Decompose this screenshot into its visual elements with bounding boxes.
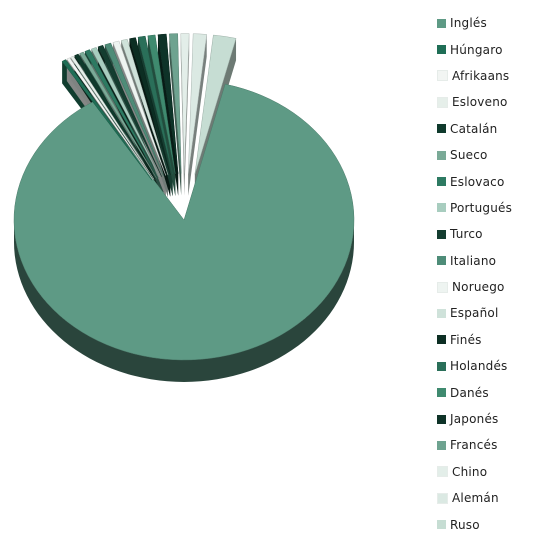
legend-swatch: [437, 520, 446, 530]
legend-label: Inglés: [450, 16, 487, 31]
legend-swatch: [437, 124, 446, 134]
legend-label: Turco: [450, 227, 483, 242]
legend-label: Danés: [450, 385, 489, 400]
pie-slice: [169, 33, 182, 174]
pie-slice: [180, 33, 190, 174]
pie-slice: [194, 34, 237, 175]
legend-label: Finés: [450, 332, 482, 347]
legend-label: Francés: [450, 438, 498, 453]
legend-swatch: [437, 150, 446, 160]
pie-slice: [129, 37, 171, 175]
legend-item: Chino: [437, 459, 512, 485]
legend-label: Portugués: [450, 200, 513, 215]
legend-item: Francés: [437, 432, 512, 458]
legend-label: Afrikaans: [452, 68, 510, 83]
legend-item: Japonés: [437, 406, 512, 432]
pie-slice: [84, 49, 159, 178]
pie-slice: [137, 35, 173, 175]
legend-label: Ruso: [450, 517, 480, 532]
pie-slice: [79, 51, 157, 179]
legend-swatch: [437, 388, 446, 398]
legend-swatch: [437, 361, 446, 371]
legend-label: Holandés: [450, 359, 508, 374]
legend-label: Japonés: [450, 412, 499, 427]
legend-item: Esloveno: [437, 89, 512, 115]
legend-label: Español: [450, 306, 499, 321]
pie-slice: [157, 33, 179, 174]
pie-slice: [13, 83, 355, 361]
legend-label: Noruego: [452, 280, 505, 295]
legend-swatch: [437, 45, 446, 55]
legend-item: Sueco: [437, 142, 512, 168]
pie-slice: [91, 47, 161, 178]
pie-slice: [112, 40, 167, 176]
legend-swatch: [437, 177, 446, 187]
legend-item: Catalán: [437, 116, 512, 142]
legend-item: Inglés: [437, 10, 512, 36]
legend-item: Turco: [437, 221, 512, 247]
legend-item: Ruso: [437, 511, 512, 537]
legend-item: Noruego: [437, 274, 512, 300]
legend-swatch: [437, 281, 448, 293]
legend-item: Afrikaans: [437, 63, 512, 89]
legend-label: Sueco: [450, 148, 488, 163]
legend: Inglés Húngaro Afrikaans Esloveno Catalán Sue…: [437, 10, 512, 538]
pie-slice: [70, 55, 155, 180]
legend-item: Eslovaco: [437, 168, 512, 194]
legend-item: Alemán: [437, 485, 512, 511]
pie-slice-wall: [188, 34, 207, 196]
legend-item: Finés: [437, 327, 512, 353]
pie-slice-wall: [157, 34, 179, 196]
legend-swatch: [437, 308, 446, 318]
legend-label: Esloveno: [452, 95, 508, 110]
pie-slice: [188, 33, 208, 174]
pie-slice: [97, 44, 162, 177]
legend-swatch: [437, 96, 448, 108]
legend-label: Chino: [452, 464, 488, 479]
legend-label: Italiano: [450, 253, 497, 268]
pie-slice: [147, 34, 176, 175]
legend-swatch: [437, 492, 448, 504]
legend-label: Húngaro: [450, 42, 503, 57]
legend-item: Danés: [437, 379, 512, 405]
legend-label: Alemán: [452, 491, 499, 506]
pie-slice-wall: [169, 33, 182, 196]
legend-swatch: [437, 256, 446, 266]
legend-swatch: [437, 335, 446, 345]
legend-item: Húngaro: [437, 36, 512, 62]
legend-swatch: [437, 440, 446, 450]
legend-swatch: [437, 18, 446, 28]
pie-slice: [120, 38, 169, 176]
legend-swatch: [437, 229, 446, 239]
legend-swatch: [437, 203, 446, 213]
legend-label: Eslovaco: [450, 174, 505, 189]
legend-swatch: [437, 414, 446, 424]
legend-item: Portugués: [437, 195, 512, 221]
legend-item: Holandés: [437, 353, 512, 379]
pie-slice: [66, 57, 154, 180]
legend-item: Español: [437, 300, 512, 326]
legend-item: Italiano: [437, 248, 512, 274]
legend-swatch: [437, 70, 448, 82]
pie-slice: [61, 59, 153, 181]
legend-swatch: [437, 466, 448, 478]
pie-slice: [104, 42, 164, 177]
legend-label: Catalán: [450, 121, 498, 136]
pie-slice: [74, 53, 156, 179]
